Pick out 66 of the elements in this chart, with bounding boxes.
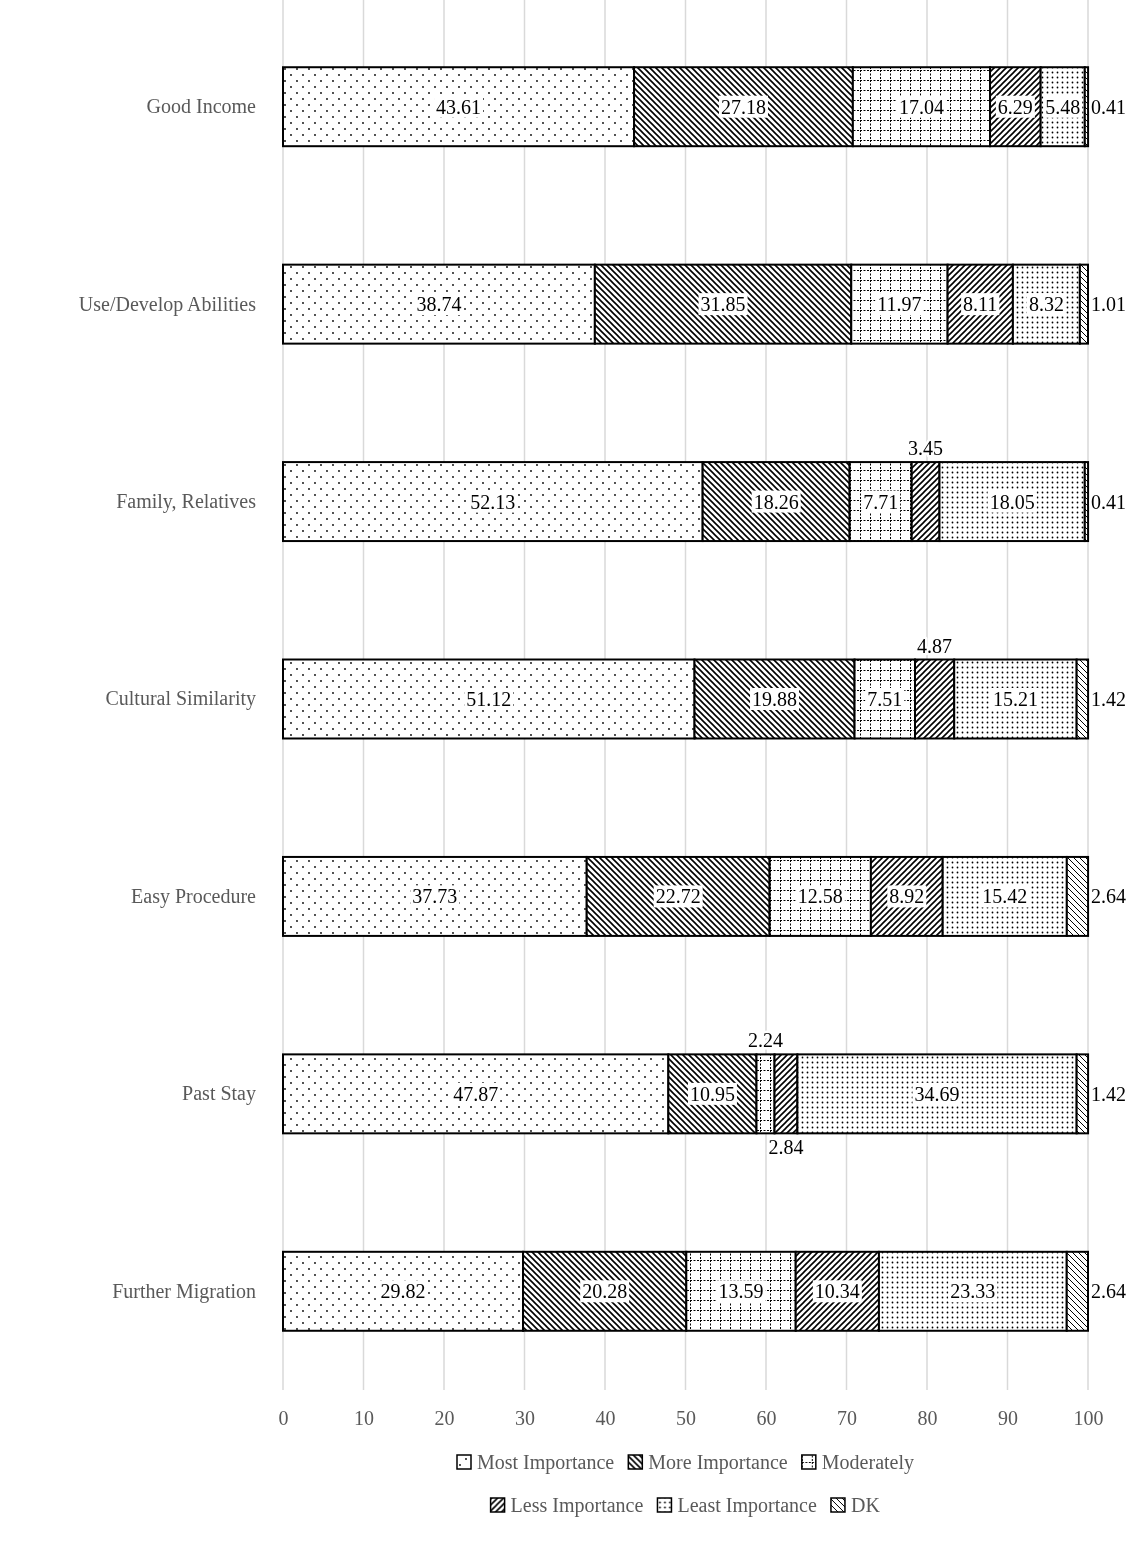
x-tick-label: 50 [676, 1407, 696, 1430]
data-label: 19.88 [752, 688, 798, 710]
legend-label: Least Importance [677, 1494, 817, 1517]
data-label: 2.64 [1091, 885, 1127, 908]
x-tick-label: 70 [837, 1407, 857, 1430]
data-label: 1.01 [1091, 293, 1126, 316]
data-label: 5.48 [1045, 95, 1081, 118]
data-label: 2.24 [748, 1029, 784, 1052]
data-label: 2.84 [768, 1136, 804, 1159]
data-label: 1.42 [1091, 1082, 1127, 1105]
x-tick-label: 100 [1073, 1407, 1104, 1430]
legend-label: More Importance [648, 1451, 788, 1474]
data-label: 8.32 [1028, 293, 1064, 316]
y-tick-label: Past Stay [182, 1082, 256, 1106]
data-label: 15.42 [982, 885, 1028, 908]
data-label: 1.42 [1091, 688, 1127, 710]
legend-label: Moderately [821, 1451, 914, 1474]
legend-label: DK [850, 1494, 881, 1516]
y-tick-label: Good Income [146, 95, 257, 118]
x-tick-label: 80 [917, 1407, 938, 1430]
data-label: 11.97 [877, 293, 922, 316]
data-label: 17.04 [898, 95, 944, 118]
data-label: 0.41 [1091, 490, 1127, 513]
data-label: 37.73 [412, 885, 458, 908]
data-label: 6.29 [997, 95, 1033, 118]
y-tick-label: Further Migration [112, 1279, 256, 1303]
data-label: 29.82 [380, 1280, 426, 1303]
data-label: 10.95 [689, 1082, 735, 1105]
x-tick-label: 10 [354, 1407, 374, 1430]
data-label: 51.12 [466, 688, 512, 710]
legend-label: Most Importance [477, 1451, 615, 1474]
x-tick-label: 60 [756, 1407, 777, 1430]
x-tick-label: 30 [515, 1407, 535, 1430]
data-label: 2.64 [1091, 1280, 1126, 1303]
data-label: 7.71 [863, 490, 899, 513]
y-tick-label: Cultural Similarity [105, 687, 256, 711]
data-label: 18.05 [989, 490, 1035, 513]
data-label: 8.92 [889, 885, 925, 908]
data-label: 20.28 [582, 1280, 628, 1303]
data-label: 22.72 [655, 885, 701, 908]
data-label: 38.74 [416, 293, 462, 316]
x-tick-label: 40 [595, 1407, 616, 1430]
data-label: 13.59 [718, 1280, 764, 1303]
x-tick-label: 0 [278, 1407, 289, 1430]
data-label: 4.87 [917, 634, 953, 657]
data-label: 34.69 [914, 1082, 960, 1105]
y-tick-label: Family, Relatives [116, 489, 257, 513]
data-label: 18.26 [753, 490, 799, 513]
x-tick-label: 90 [998, 1407, 1018, 1430]
legend-label: Less Importance [510, 1494, 644, 1517]
data-label: 7.51 [867, 688, 903, 710]
data-label: 43.61 [436, 95, 482, 118]
data-label: 0.41 [1091, 95, 1127, 118]
data-label: 52.13 [470, 490, 516, 513]
data-label: 47.87 [453, 1082, 499, 1105]
x-tick-label: 20 [434, 1407, 455, 1430]
data-label: 31.85 [700, 293, 746, 316]
data-label: 12.58 [797, 885, 843, 908]
data-label: 8.11 [963, 293, 998, 316]
data-label: 15.21 [992, 688, 1038, 710]
data-label: 23.33 [950, 1280, 996, 1303]
y-tick-label: Use/Develop Abilities [78, 292, 257, 316]
data-label: 3.45 [908, 437, 944, 460]
y-tick-label: Easy Procedure [131, 884, 257, 908]
data-label: 10.34 [814, 1280, 860, 1303]
data-label: 27.18 [720, 95, 766, 118]
